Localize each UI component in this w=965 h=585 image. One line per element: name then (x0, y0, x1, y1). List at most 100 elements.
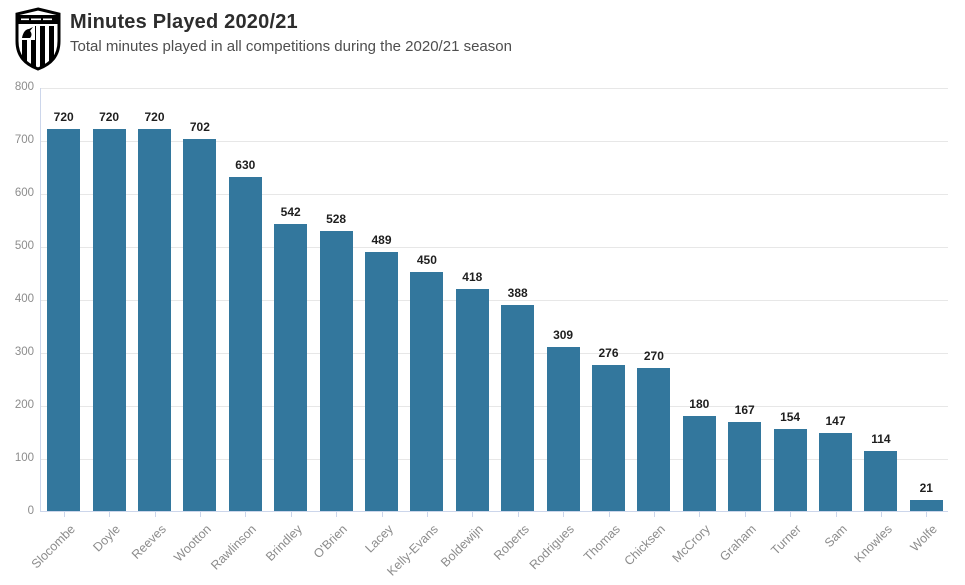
x-axis-tick-label: Roberts (490, 522, 532, 563)
bar-value-label: 720 (99, 110, 120, 124)
x-axis-tick-label: Turner (768, 522, 804, 558)
x-axis-tick (608, 512, 610, 517)
x-axis-tick-label: Graham (716, 522, 759, 564)
bar-value-label: 702 (189, 120, 210, 134)
x-axis-tick-label: Reeves (128, 522, 169, 562)
x-axis-tick (199, 512, 201, 517)
x-axis-tick (63, 512, 65, 517)
bar-wootton[interactable] (183, 139, 217, 511)
x-axis-tick (835, 512, 837, 517)
bar-value-label: 450 (416, 253, 437, 267)
gridline (41, 458, 948, 460)
bar-value-label: 720 (53, 110, 74, 124)
x-axis-tick (563, 512, 565, 517)
x-axis-tick-label: Sam (821, 522, 850, 551)
bar-rawlinson[interactable] (228, 177, 262, 511)
x-axis-tick (426, 512, 428, 517)
x-axis-tick (517, 512, 519, 517)
x-axis-tick-label: Thomas (580, 522, 623, 564)
y-axis-labels: 0 100 200 300 400 500 600 700 800 (0, 81, 34, 517)
x-axis-tick-label: Wootton (171, 522, 214, 565)
x-axis-tick (290, 512, 292, 517)
bar-reeves[interactable] (138, 129, 171, 511)
y-axis-tick-label: 100 (14, 452, 34, 464)
bar-boldewijn[interactable] (455, 289, 489, 511)
club-crest-shield-icon (15, 7, 61, 71)
bar-graham[interactable] (728, 422, 762, 511)
bar-thomas[interactable] (592, 365, 625, 511)
bar-slocombe[interactable] (47, 129, 81, 511)
bar-value-label: 270 (643, 349, 664, 363)
x-axis-tick-label: McCrory (669, 522, 714, 566)
y-axis-tick-label: 600 (14, 187, 34, 199)
gridline (41, 405, 948, 407)
chart-title: Minutes Played 2020/21 (70, 11, 298, 33)
bar-knowles[interactable] (864, 451, 898, 511)
x-axis-tick (699, 512, 701, 517)
bar-lacey[interactable] (365, 252, 398, 511)
bar-value-label: 114 (871, 432, 891, 446)
bar-kelly-evans[interactable] (410, 272, 444, 511)
x-axis-tick-label: Knowles (851, 522, 895, 566)
gridline (41, 246, 948, 248)
x-axis-tick (653, 512, 655, 517)
bar-value-label: 542 (280, 205, 301, 219)
x-axis-tick (109, 512, 111, 517)
x-axis-tick-label: Lacey (361, 522, 396, 556)
y-axis-tick-label: 0 (27, 505, 34, 517)
x-axis-tick (790, 512, 792, 517)
x-axis-tick-label: Doyle (90, 522, 123, 555)
y-axis-tick-label: 700 (14, 134, 34, 146)
y-axis-tick-label: 300 (14, 346, 34, 358)
x-axis-tick-label: Chicksen (621, 522, 668, 569)
bar-value-label: 528 (326, 212, 347, 226)
bar-value-label: 147 (825, 414, 846, 428)
bar-value-label: 276 (598, 346, 619, 360)
bar-sam[interactable] (819, 433, 852, 511)
y-axis-tick-label: 500 (14, 240, 34, 252)
bar-brindley[interactable] (274, 224, 308, 511)
bar-wolfe[interactable] (909, 500, 943, 511)
x-axis-tick-label: Slocombe (28, 522, 78, 572)
x-axis-tick (381, 512, 383, 517)
gridline (41, 193, 948, 195)
gridline (41, 87, 948, 89)
bar-value-label: 489 (371, 233, 392, 247)
gridline (41, 352, 948, 354)
x-axis-tick (744, 512, 746, 517)
x-axis-tick (472, 512, 474, 517)
y-axis-tick-label: 200 (14, 399, 34, 411)
chart-header: Minutes Played 2020/21 Total minutes pla… (0, 0, 965, 78)
x-axis-tick-label: O'Brien (310, 522, 350, 562)
bar-value-label: 167 (734, 403, 755, 417)
bar-turner[interactable] (773, 429, 807, 511)
bar-value-label: 154 (780, 410, 801, 424)
x-axis-tick-label: Boldewijn (438, 522, 487, 570)
x-axis-tick (336, 512, 338, 517)
bar-chicksen[interactable] (637, 368, 671, 511)
x-axis-tick-label: Wolfe (907, 522, 941, 555)
bar-value-label: 309 (553, 328, 574, 342)
bar-value-label: 720 (144, 110, 165, 124)
y-axis-tick-label: 800 (14, 81, 34, 93)
x-axis-tick (880, 512, 882, 517)
bar-value-label: 21 (919, 481, 933, 495)
x-axis-tick (926, 512, 928, 517)
plot-area: 720 Slocombe 720 Doyle 720 Reeves 702 Wootton 63… (28, 87, 948, 579)
gridline (41, 299, 948, 301)
x-axis-tick-label: Rodrigues (526, 522, 577, 573)
x-axis-tick-label: Rawlinson (208, 522, 260, 573)
bar-roberts[interactable] (501, 305, 535, 511)
bar-value-label: 418 (462, 270, 483, 284)
bar-doyle[interactable] (92, 129, 126, 511)
bar-value-label: 630 (235, 158, 256, 172)
chart-subtitle: Total minutes played in all competitions… (70, 38, 512, 55)
x-axis-tick (154, 512, 156, 517)
bar-rodrigues[interactable] (546, 347, 580, 511)
y-axis-tick-label: 400 (14, 293, 34, 305)
bar-mccrory[interactable] (682, 416, 716, 511)
x-axis-tick (245, 512, 247, 517)
x-axis-tick-label: Brindley (262, 522, 305, 564)
bar-o-brien[interactable] (319, 231, 353, 511)
